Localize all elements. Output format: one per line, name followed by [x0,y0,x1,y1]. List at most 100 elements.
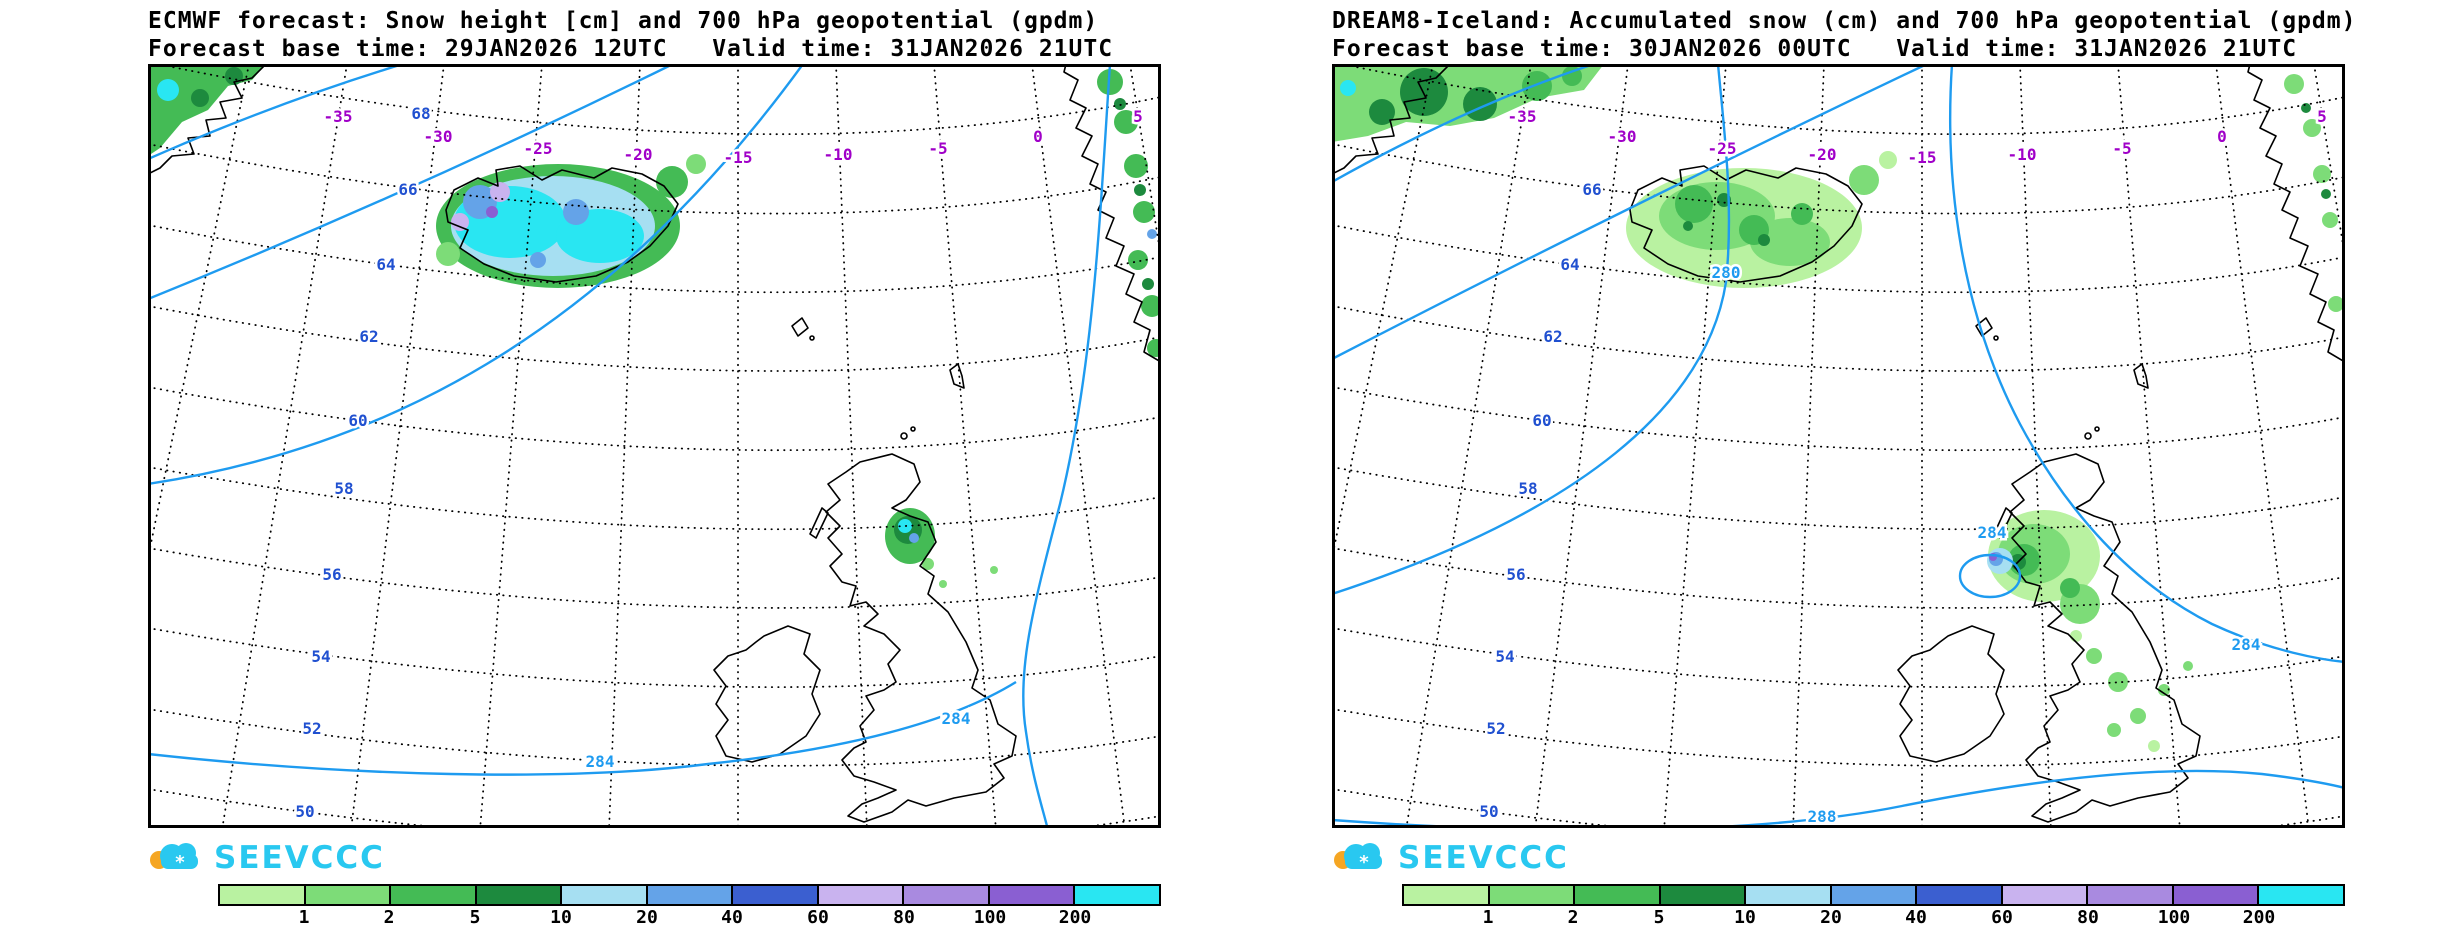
colorbar-value: 5 [469,907,481,925]
longitude-label: -30 [424,127,453,146]
cloud-logo-icon: * [150,843,198,873]
geopotential-contour-label: 284 [586,752,615,771]
colorbar-value: 1 [1482,907,1494,925]
panel-title: ECMWF forecast: Snow height [cm] and 700… [148,8,1099,34]
latitude-label: 58 [334,479,353,498]
svg-text:*: * [1359,852,1369,873]
geopotential-contour-label: 284 [942,709,971,728]
colorbar-labels: 1 2 5 10 20 40 60 80 100 200 [218,907,1161,925]
colorbar-swatch [1073,886,1160,904]
colorbar-value: 20 [1820,907,1842,925]
longitude-label: -10 [824,145,853,164]
colorbar-swatch [1487,886,1574,904]
snow-colorbar [218,884,1161,906]
colorbar-value: 20 [636,907,658,925]
colorbar-value: 5 [1653,907,1665,925]
longitude-label: -25 [524,139,553,158]
colorbar-value: 200 [1058,907,1092,925]
geopotential-contour-label: 280 [1712,263,1741,282]
longitude-label: -30 [1608,127,1637,146]
coastlines [148,64,1161,823]
logo-text: SEEVCCC [214,840,385,876]
map-ecmwf: 68 66 64 62 60 58 56 54 52 50 -35 -30 -2… [148,64,1161,828]
latitude-label: 56 [1506,565,1525,584]
snow-shading [1332,64,2344,752]
longitude-label: -25 [1708,139,1737,158]
colorbar-labels: 1 2 5 10 20 40 60 80 100 200 [1402,907,2345,925]
snow-shading [148,64,1161,588]
longitude-label: 5 [2317,107,2327,126]
colorbar-value: 80 [2077,907,2099,925]
latitude-label: 50 [1479,802,1498,821]
colorbar-swatch [389,886,475,904]
colorbar-swatch [2000,886,2087,904]
colorbar-swatch [1404,886,1488,904]
colorbar-value: 2 [1567,907,1579,925]
latitude-label: 62 [1543,327,1562,346]
map-border [148,64,1161,828]
colorbar-value: 2 [383,907,395,925]
seevccc-logo: * SEEVCCC [1332,836,1569,880]
colorbar-swatch [987,886,1074,904]
coastlines [1332,64,2345,823]
map-labels: 68 66 64 62 60 58 56 54 52 50 -35 -30 -2… [293,102,1145,824]
colorbar-value: 10 [1734,907,1756,925]
longitude-label: 0 [1033,127,1043,146]
latitude-label: 58 [1518,479,1537,498]
svg-text:*: * [175,852,185,873]
colorbar-swatch [2257,886,2344,904]
colorbar-swatch [303,886,390,904]
colorbar-swatch [645,886,732,904]
longitude-label: 0 [2217,127,2227,146]
latitude-label: 66 [1582,180,1601,199]
geopotential-contour-label: 284 [2232,635,2261,654]
colorbar-value: 100 [973,907,1007,925]
colorbar-swatch [1744,886,1830,904]
latitude-label: 56 [322,565,341,584]
colorbar-value: 60 [1991,907,2013,925]
geopotential-contours [148,64,1112,828]
latitude-label: 54 [311,647,330,666]
colorbar-value: 200 [2242,907,2276,925]
graticule [1332,64,2345,828]
longitude-label: -15 [724,148,753,167]
longitude-label: 5 [1133,107,1143,126]
colorbar-value: 60 [807,907,829,925]
longitude-label: -15 [1908,148,1937,167]
latitude-label: 52 [302,719,321,738]
cloud-logo-icon: * [1334,843,1382,873]
panel-subtitle: Forecast base time: 30JAN2026 00UTC Vali… [1332,36,2298,62]
colorbar-value: 80 [893,907,915,925]
map-labels: 66 64 62 60 58 56 54 52 50 -35 -30 -25 -… [1477,105,2329,829]
colorbar-value: 10 [550,907,572,925]
geopotential-contours [1332,64,2345,828]
colorbar-swatch [816,886,903,904]
colorbar-value: 40 [1905,907,1927,925]
colorbar-swatch [1829,886,1916,904]
geopotential-contour-label: 288 [1808,807,1837,826]
colorbar-value: 40 [721,907,743,925]
snow-colorbar [1402,884,2345,906]
longitude-label: -5 [928,139,947,158]
longitude-label: -20 [1808,145,1837,164]
geopotential-contour-label: 284 [1978,523,2007,542]
colorbar-swatch [220,886,304,904]
colorbar-swatch [560,886,646,904]
latitude-label: 60 [348,411,367,430]
latitude-label: 54 [1495,647,1514,666]
latitude-label: 68 [411,104,430,123]
colorbar-swatch [1658,886,1745,904]
logo-text: SEEVCCC [1398,840,1569,876]
colorbar-swatch [2086,886,2172,904]
colorbar-swatch [1573,886,1659,904]
latitude-label: 52 [1486,719,1505,738]
colorbar-swatch [902,886,988,904]
latitude-label: 62 [359,327,378,346]
panel-subtitle: Forecast base time: 29JAN2026 12UTC Vali… [148,36,1114,62]
colorbar-value: 100 [2157,907,2191,925]
longitude-label: -35 [324,107,353,126]
colorbar-swatch [2171,886,2258,904]
longitude-label: -10 [2008,145,2037,164]
panel-title: DREAM8-Iceland: Accumulated snow (cm) an… [1332,8,2357,34]
